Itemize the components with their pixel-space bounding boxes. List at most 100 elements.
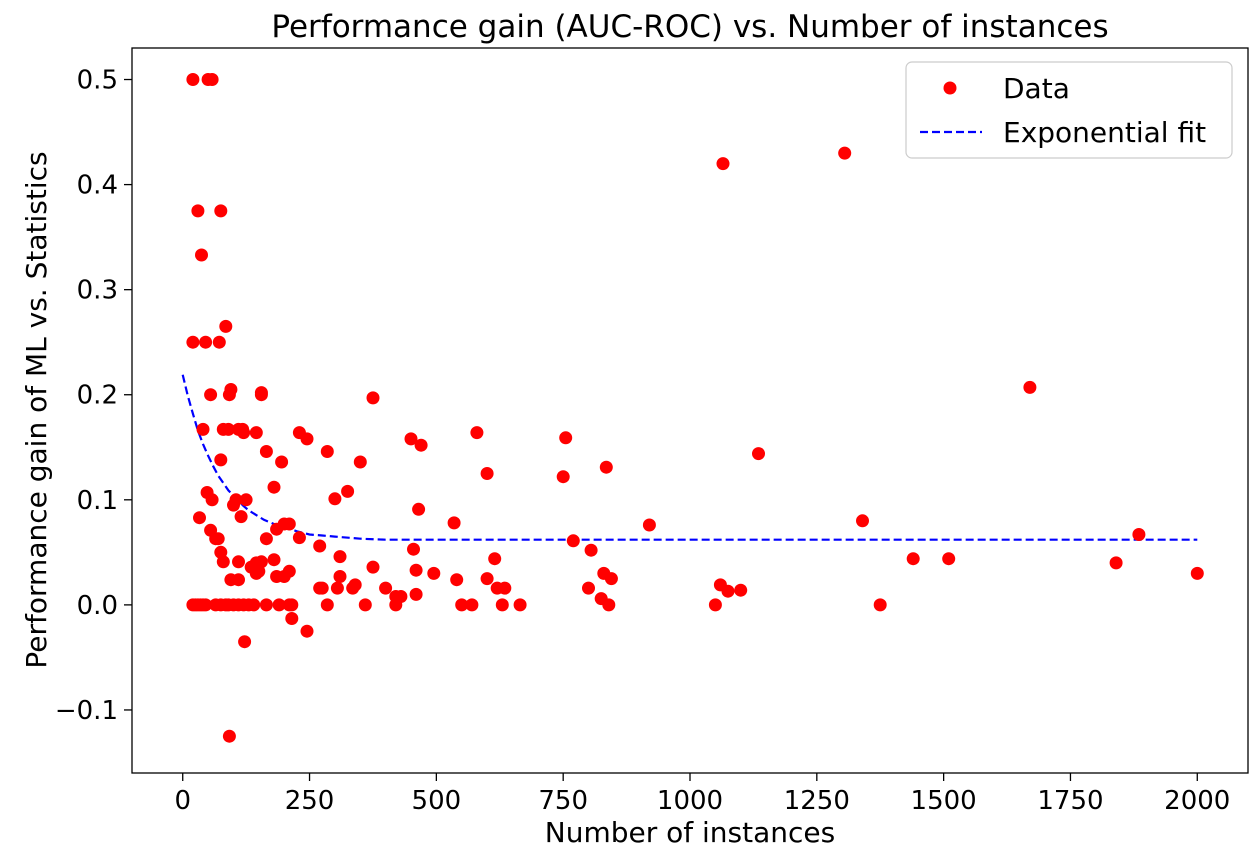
x-axis-title: Number of instances	[545, 816, 835, 849]
data-point	[282, 564, 296, 578]
data-point	[488, 552, 502, 566]
data-point	[211, 532, 225, 546]
chart-title: Performance gain (AUC-ROC) vs. Number of…	[271, 9, 1108, 45]
x-tick-label: 500	[412, 786, 462, 816]
data-point	[906, 552, 920, 566]
data-point	[389, 598, 403, 612]
data-point	[204, 388, 218, 402]
data-point	[216, 555, 230, 569]
data-point	[409, 563, 423, 577]
data-point	[1109, 556, 1123, 570]
data-point	[495, 598, 509, 612]
x-tick-label: 0	[174, 786, 191, 816]
x-tick-label: 750	[538, 786, 588, 816]
data-point	[455, 598, 469, 612]
data-point	[186, 335, 200, 349]
data-point	[358, 598, 372, 612]
data-point	[259, 445, 273, 458]
data-point	[282, 517, 296, 531]
x-tick-label: 1000	[657, 786, 723, 816]
data-point	[379, 581, 393, 595]
data-point	[300, 432, 314, 446]
data-point	[559, 431, 573, 445]
data-point	[721, 584, 735, 598]
x-tick-label: 1750	[1037, 786, 1103, 816]
data-point	[353, 455, 367, 469]
data-point	[214, 204, 228, 218]
data-point	[480, 467, 494, 480]
data-point	[414, 438, 428, 452]
y-tick-label: 0.1	[77, 486, 118, 516]
data-point	[199, 335, 213, 349]
data-point	[224, 383, 238, 396]
data-point	[465, 598, 479, 612]
data-point	[214, 453, 228, 467]
data-point	[404, 432, 418, 446]
data-point	[186, 73, 200, 86]
data-point	[584, 543, 598, 557]
data-point	[221, 422, 235, 436]
data-point	[333, 550, 347, 564]
data-point	[259, 532, 273, 546]
data-point	[229, 493, 243, 507]
data-point	[450, 573, 464, 587]
data-point	[556, 470, 570, 484]
legend: Data Exponential fit	[905, 61, 1233, 159]
data-point	[222, 729, 236, 743]
data-point	[513, 598, 527, 612]
x-tick-label: 250	[285, 786, 335, 816]
data-point	[199, 598, 213, 612]
data-point	[195, 248, 208, 262]
x-tick-label: 1250	[784, 786, 850, 816]
data-point	[232, 573, 245, 587]
data-point	[320, 445, 334, 458]
data-point	[942, 552, 956, 566]
y-tick-label: 0.0	[77, 591, 118, 621]
y-tick-label: 0.5	[77, 66, 118, 96]
data-point	[313, 539, 327, 553]
data-point	[566, 534, 580, 548]
data-point	[412, 502, 426, 516]
data-point	[259, 598, 273, 612]
data-point	[427, 566, 441, 580]
data-point	[205, 493, 219, 507]
data-point	[285, 598, 299, 612]
y-tick-label: −0.1	[55, 696, 118, 726]
data-point	[604, 572, 618, 586]
data-point	[716, 157, 730, 171]
x-tick-label: 2000	[1164, 786, 1230, 816]
legend-data-label: Data	[1003, 72, 1070, 105]
plot-area	[181, 73, 1204, 743]
data-point	[193, 511, 206, 525]
data-point	[599, 460, 613, 474]
data-point	[254, 386, 268, 400]
data-point	[320, 598, 334, 612]
data-point	[285, 612, 299, 625]
data-points-layer	[186, 73, 1204, 743]
data-point	[328, 492, 342, 506]
y-tick-label: 0.4	[77, 171, 118, 201]
legend-box	[905, 61, 1233, 159]
data-point	[708, 598, 722, 612]
data-point	[582, 581, 595, 595]
data-point	[873, 598, 887, 612]
data-point	[232, 555, 245, 569]
data-point	[447, 516, 461, 530]
data-point	[480, 572, 494, 586]
data-point	[407, 542, 420, 556]
data-point	[247, 598, 261, 612]
data-point	[252, 564, 266, 578]
data-point	[752, 447, 765, 461]
y-axis-ticks: −0.1 0.0 0.1 0.2 0.3 0.4 0.5	[55, 66, 132, 726]
fit-line-layer	[181, 374, 1198, 541]
data-point	[196, 422, 210, 436]
data-point	[234, 510, 248, 524]
data-point	[642, 518, 656, 532]
data-point	[238, 635, 252, 649]
data-point	[219, 319, 233, 333]
data-point	[275, 455, 289, 469]
y-axis-title: Performance gain of ML vs. Statistics	[20, 151, 53, 668]
exponential-fit-line	[181, 374, 1198, 541]
data-point	[205, 73, 219, 86]
